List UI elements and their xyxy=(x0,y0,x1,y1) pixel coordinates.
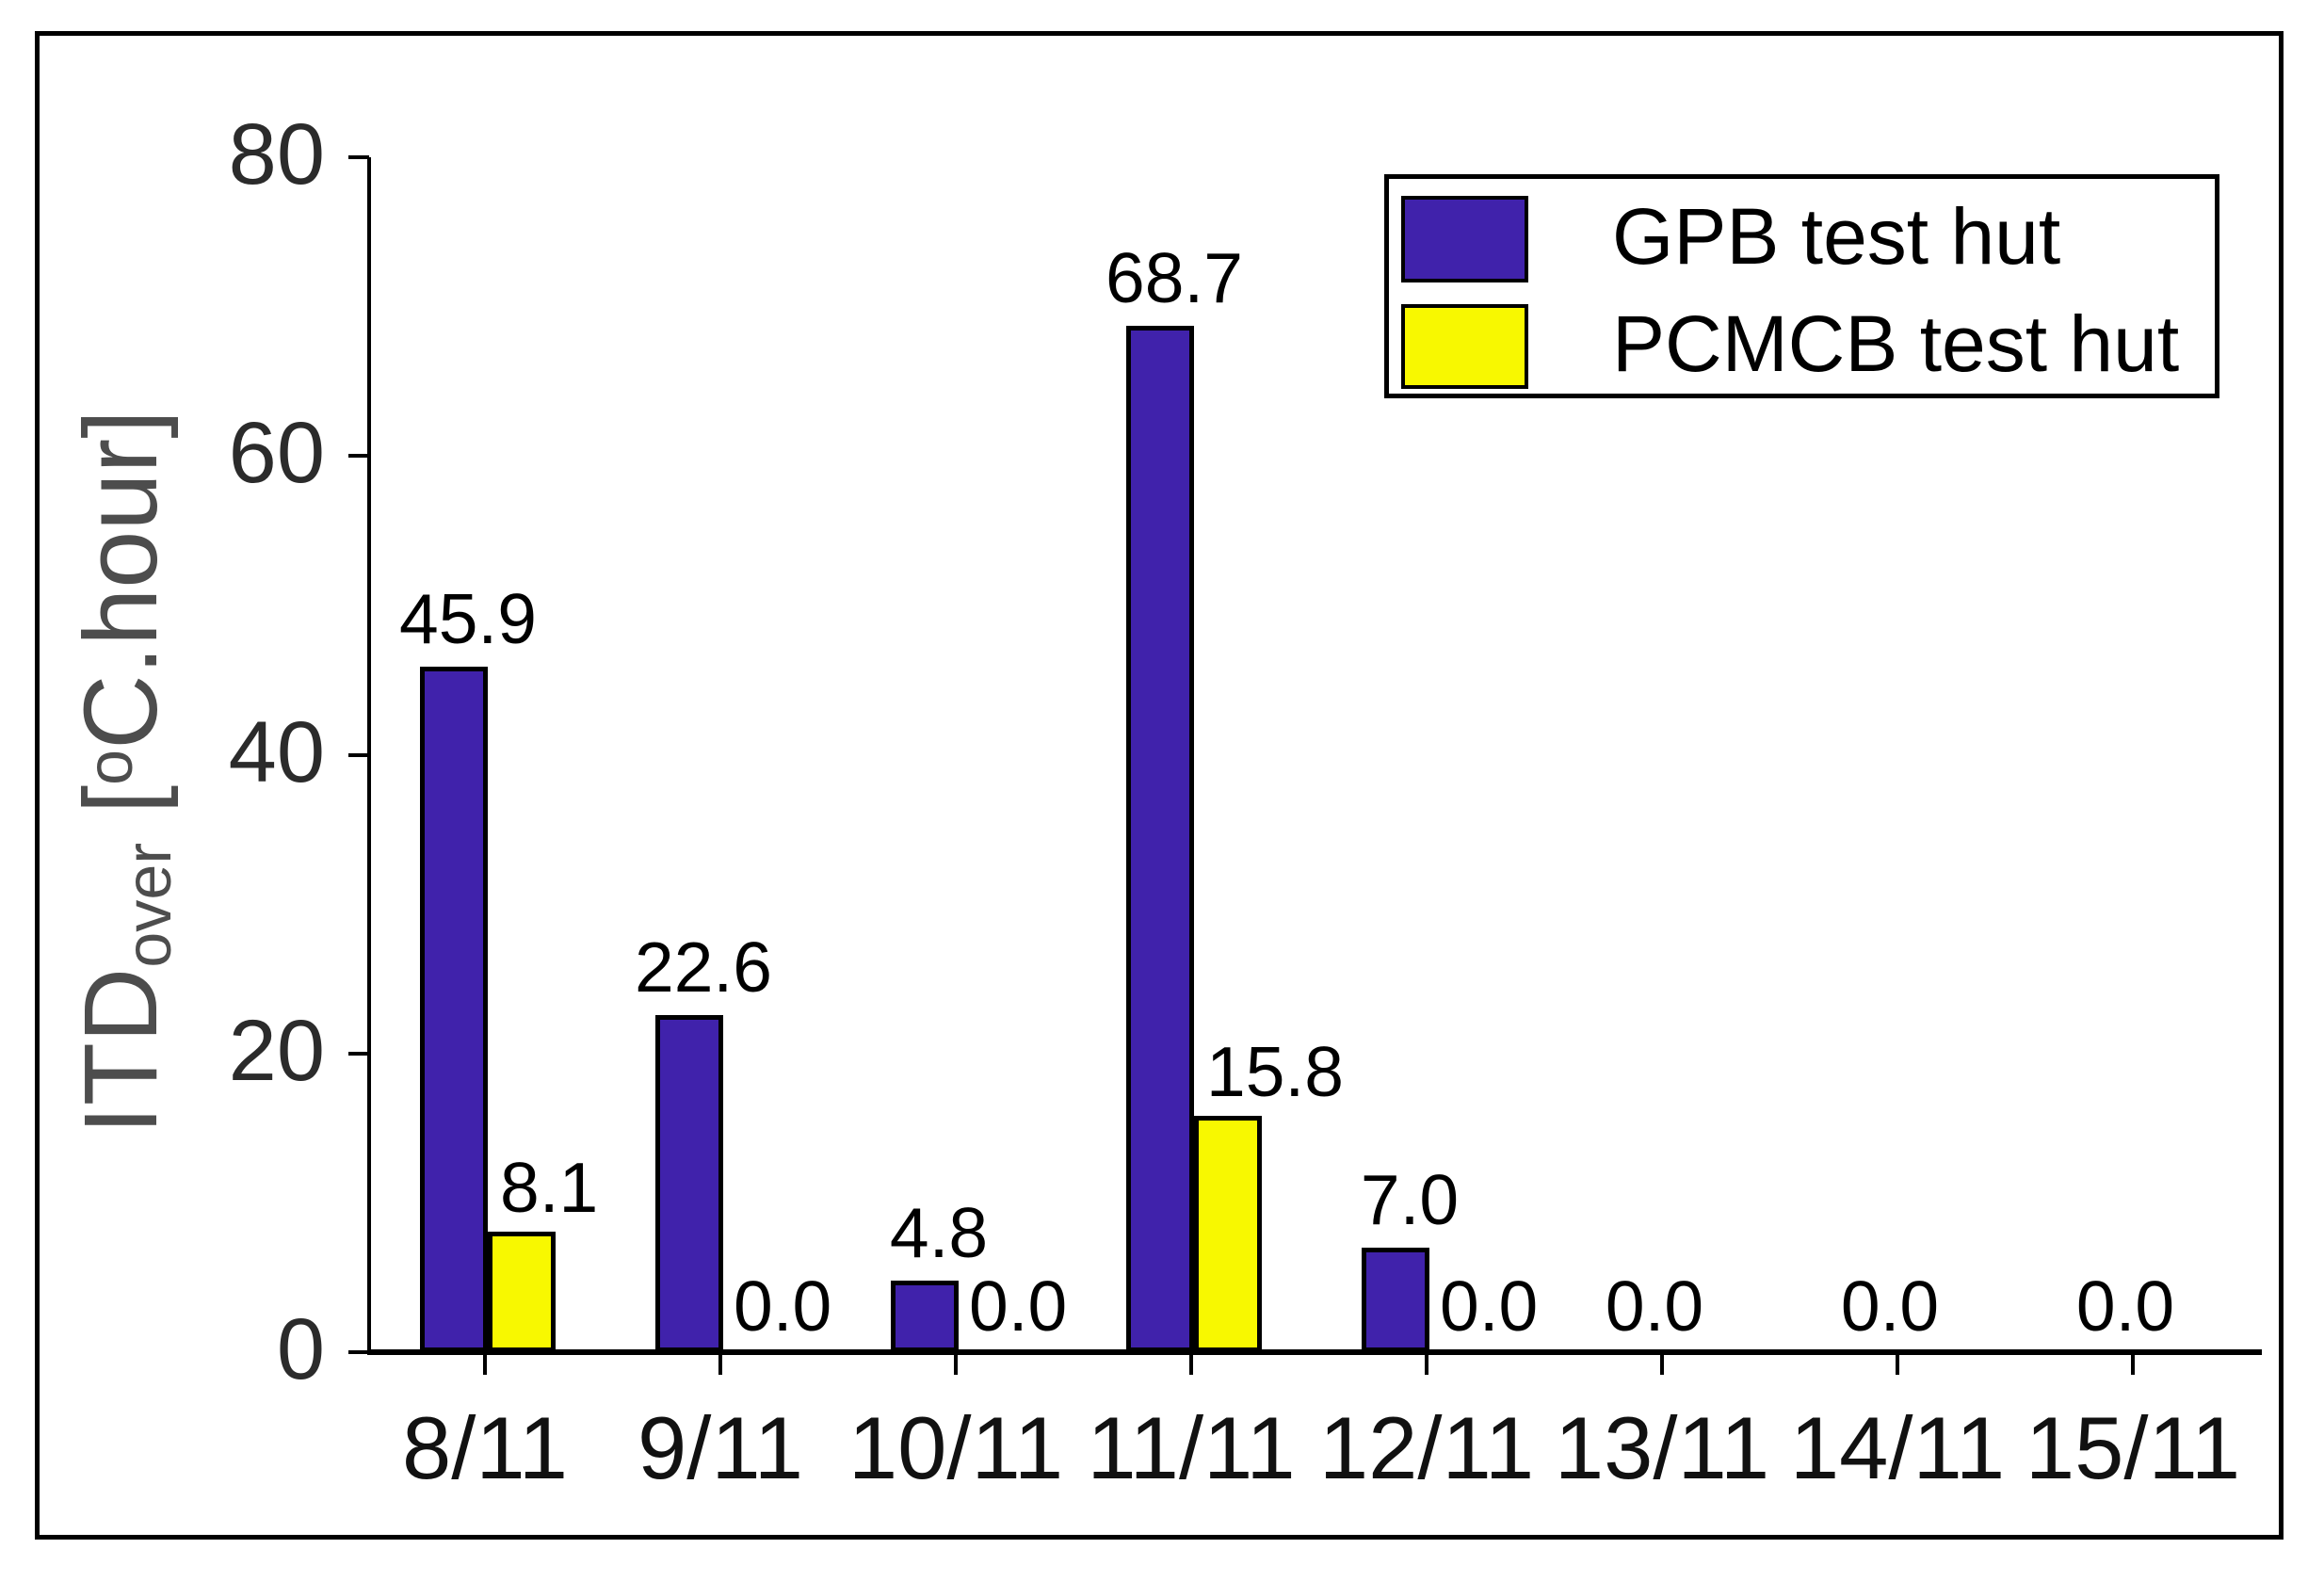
bar-value-label-pcmcb-zero: 0.0 xyxy=(1440,1266,1539,1346)
x-tick-label: 10/11 xyxy=(847,1398,1064,1497)
y-axis-title-subscript: over xyxy=(112,842,185,968)
x-tick-label: 9/11 xyxy=(637,1398,803,1497)
bar-value-label-pcmcb-zero: 0.0 xyxy=(734,1266,832,1346)
y-tick-mark xyxy=(348,155,369,159)
figure-border xyxy=(35,31,2284,1540)
x-tick-label: 12/11 xyxy=(1318,1398,1535,1497)
bar-value-label-pcmcb: 15.8 xyxy=(1206,1032,1344,1111)
legend-swatch-gpb xyxy=(1401,196,1528,282)
legend: GPB test hut PCMCB test hut xyxy=(1384,174,2219,398)
y-tick-label: 80 xyxy=(228,106,325,202)
y-tick-label: 0 xyxy=(276,1301,325,1397)
x-axis-line xyxy=(367,1349,2262,1355)
x-tick-label: 11/11 xyxy=(1087,1398,1296,1497)
bar-pcmcb xyxy=(488,1232,556,1352)
x-tick-mark xyxy=(718,1352,722,1375)
y-tick-label: 40 xyxy=(228,703,325,800)
y-axis-line xyxy=(367,157,371,1355)
x-tick-label: 13/11 xyxy=(1554,1398,1770,1497)
legend-label-pcmcb: PCMCB test hut xyxy=(1612,299,2180,388)
y-tick-label: 20 xyxy=(228,1002,325,1099)
bar-value-label-pcmcb: 8.1 xyxy=(500,1148,599,1227)
bar-gpb xyxy=(1126,326,1194,1352)
y-tick-mark xyxy=(348,1051,369,1056)
bar-value-label-zero: 0.0 xyxy=(1605,1266,1704,1346)
bar-value-label-zero: 0.0 xyxy=(2075,1266,2175,1346)
bar-gpb xyxy=(1362,1248,1429,1352)
bar-gpb xyxy=(655,1015,723,1352)
bar-value-label-gpb: 22.6 xyxy=(635,928,772,1007)
x-tick-label: 15/11 xyxy=(2025,1398,2241,1497)
x-tick-mark xyxy=(1896,1352,1899,1375)
y-tick-mark xyxy=(348,752,369,757)
x-tick-label: 14/11 xyxy=(1789,1398,2006,1497)
y-tick-mark xyxy=(348,1350,369,1354)
x-tick-mark xyxy=(1189,1352,1193,1375)
x-tick-mark xyxy=(483,1352,487,1375)
bar-value-label-gpb: 45.9 xyxy=(399,579,537,658)
bar-pcmcb xyxy=(1194,1116,1262,1352)
x-tick-mark xyxy=(1425,1352,1428,1375)
bar-gpb xyxy=(891,1281,959,1352)
legend-swatch-pcmcb xyxy=(1401,304,1528,389)
bar-value-label-gpb: 7.0 xyxy=(1360,1160,1460,1239)
x-tick-label: 8/11 xyxy=(402,1398,568,1497)
x-tick-mark xyxy=(954,1352,958,1375)
bar-value-label-pcmcb-zero: 0.0 xyxy=(969,1266,1068,1346)
x-tick-mark xyxy=(1660,1352,1664,1375)
y-tick-label: 60 xyxy=(228,405,325,502)
bar-value-label-gpb: 68.7 xyxy=(1106,238,1243,317)
legend-label-gpb: GPB test hut xyxy=(1612,192,2061,281)
bar-gpb xyxy=(420,667,488,1352)
bar-value-label-zero: 0.0 xyxy=(1840,1266,1940,1346)
y-tick-mark xyxy=(348,454,369,459)
bar-value-label-gpb: 4.8 xyxy=(889,1193,989,1272)
x-tick-mark xyxy=(2131,1352,2135,1375)
